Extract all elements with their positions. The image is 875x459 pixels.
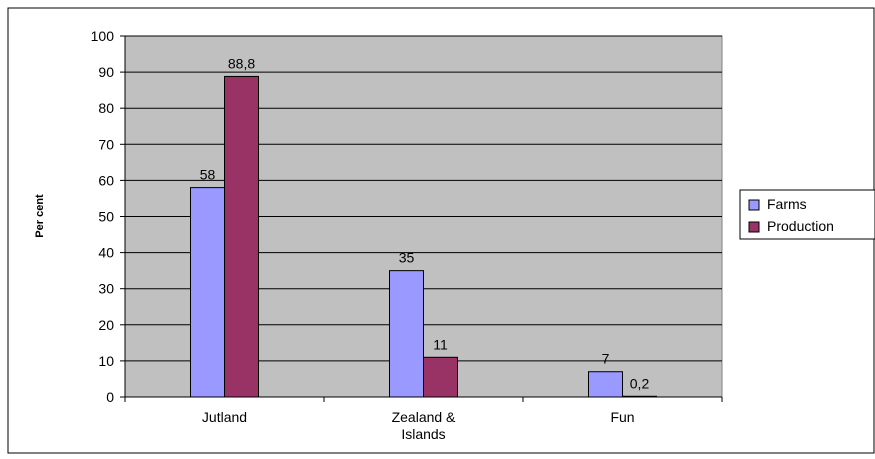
y-tick-label: 60 <box>98 172 114 188</box>
data-label: 11 <box>433 336 448 352</box>
data-label: 0,2 <box>630 375 650 391</box>
bar-farms-0 <box>190 187 225 398</box>
data-label: 35 <box>399 250 415 266</box>
y-tick-label: 50 <box>98 209 114 225</box>
y-tick-label: 20 <box>98 317 114 333</box>
bars <box>190 75 657 398</box>
legend: Farms Production <box>739 189 875 240</box>
y-tick-label: 30 <box>98 281 114 297</box>
y-axis: 0 10 20 30 40 50 60 70 80 90 100 <box>91 28 126 405</box>
y-tick-label: 100 <box>91 28 115 44</box>
bar-farms-1 <box>389 270 424 398</box>
y-tick-label: 10 <box>98 353 114 369</box>
x-tick-label: Jutland <box>202 409 247 425</box>
data-label: 58 <box>200 167 216 183</box>
y-tick-label: 70 <box>98 136 114 152</box>
legend-label-production: Production <box>767 218 834 234</box>
legend-label-farms: Farms <box>767 196 807 212</box>
y-tick-label: 40 <box>98 245 114 261</box>
y-tick-label: 0 <box>106 389 114 405</box>
legend-swatch-production <box>748 221 760 233</box>
y-tick-label: 90 <box>98 64 114 80</box>
bar-production-1 <box>423 356 458 398</box>
data-labels: 58 88,8 35 11 7 0,2 <box>200 55 650 391</box>
bar-production-2 <box>622 395 657 398</box>
data-label: 7 <box>602 351 610 367</box>
legend-swatch-farms <box>748 199 760 211</box>
bar-production-0 <box>224 75 259 398</box>
data-label: 88,8 <box>228 55 255 71</box>
x-tick-label: Zealand & Islands <box>392 409 456 442</box>
bar-farms-2 <box>588 371 623 398</box>
x-tick-label: Fun <box>610 409 634 425</box>
y-tick-label: 80 <box>98 100 114 116</box>
y-axis-title: Per cent <box>34 194 46 238</box>
legend-box <box>739 189 875 240</box>
